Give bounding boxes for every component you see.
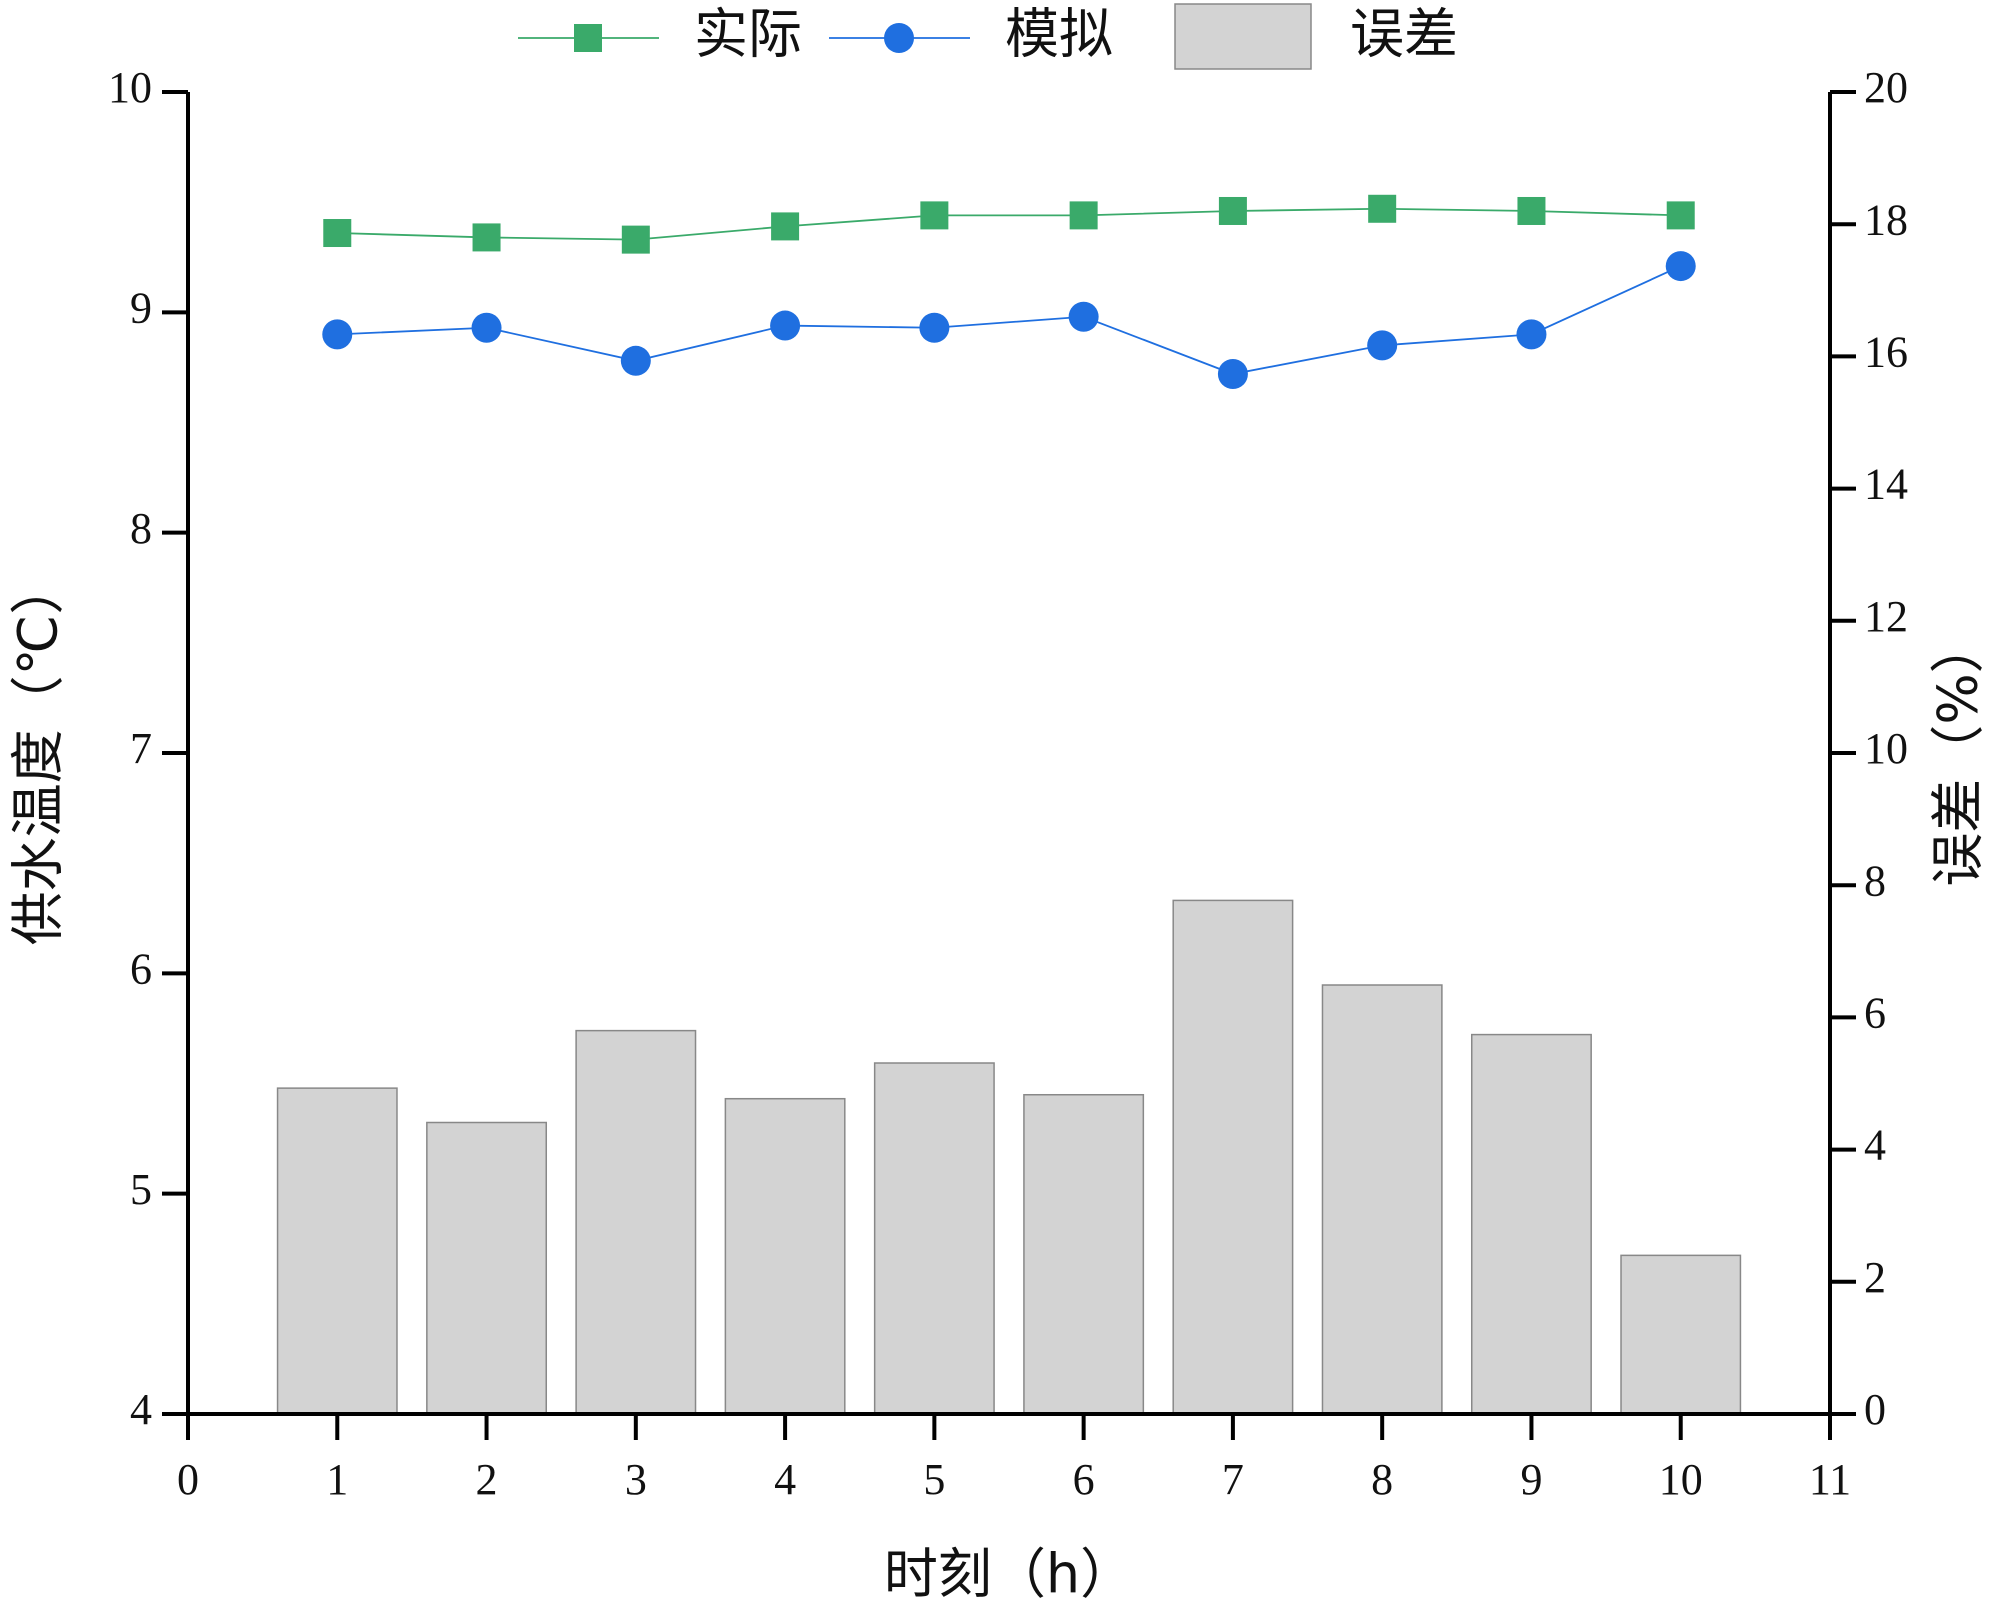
- marker: [919, 312, 950, 343]
- x-tick-label: 8: [1371, 1455, 1393, 1504]
- y2-tick-label: 4: [1864, 1121, 1886, 1170]
- legend-label: 实际: [694, 3, 802, 66]
- marker: [1517, 196, 1546, 225]
- line-layer: [322, 194, 1696, 390]
- marker: [471, 312, 502, 343]
- marker: [1069, 201, 1098, 230]
- legend-label: 模拟: [1005, 3, 1113, 66]
- marker: [620, 345, 651, 376]
- marker: [1666, 201, 1695, 230]
- legend-marker: [884, 23, 914, 53]
- bar: [426, 1121, 548, 1415]
- marker: [1217, 359, 1248, 390]
- x-tick-label: 1: [326, 1455, 348, 1504]
- bar: [873, 1062, 995, 1415]
- x-tick-label: 9: [1520, 1455, 1542, 1504]
- y2-tick-label: 10: [1864, 724, 1908, 773]
- legend-marker: [574, 24, 602, 52]
- y2-tick-label: 8: [1864, 856, 1886, 905]
- legend: 实际 模拟 误差: [518, 3, 1458, 70]
- x-tick-label: 6: [1073, 1455, 1095, 1504]
- marker: [1516, 319, 1547, 350]
- marker: [770, 310, 801, 341]
- y-tick-label: 7: [130, 724, 152, 773]
- y2-tick-label: 14: [1864, 460, 1908, 509]
- marker: [771, 212, 800, 241]
- x-tick-label: 3: [625, 1455, 647, 1504]
- x-tick-label: 2: [476, 1455, 498, 1504]
- y-tick-label: 6: [130, 944, 152, 993]
- marker: [1665, 251, 1696, 282]
- x-axis-title: 时刻（h）: [884, 1543, 1134, 1606]
- bar: [1172, 899, 1294, 1415]
- y2-tick-label: 12: [1864, 592, 1908, 641]
- bar: [1321, 984, 1443, 1415]
- y2-tick-label: 2: [1864, 1253, 1886, 1302]
- x-tick-label: 7: [1222, 1455, 1244, 1504]
- y2-tick-label: 16: [1864, 327, 1908, 376]
- marker: [1068, 301, 1099, 332]
- bar-layer: [276, 899, 1742, 1415]
- y2-tick-label: 18: [1864, 195, 1908, 244]
- y-axis-title: 供水温度（℃）: [7, 561, 70, 946]
- y-tick-label: 10: [108, 63, 152, 112]
- y2-tick-label: 20: [1864, 63, 1908, 112]
- y-tick-label: 9: [130, 283, 152, 332]
- marker: [472, 223, 501, 252]
- bar: [724, 1097, 846, 1415]
- y2-tick-label: 0: [1864, 1385, 1886, 1434]
- marker: [920, 201, 949, 230]
- y-tick-label: 4: [130, 1385, 152, 1434]
- marker: [323, 219, 352, 248]
- marker: [1367, 330, 1398, 361]
- marker: [1368, 194, 1397, 223]
- x-tick-label: 10: [1659, 1455, 1703, 1504]
- legend-swatch: [1174, 3, 1312, 70]
- y-tick-label: 8: [130, 504, 152, 553]
- bar: [276, 1087, 398, 1415]
- y2-axis-title: 误差（%）: [1927, 619, 1990, 886]
- x-tick-label: 0: [177, 1455, 199, 1504]
- y-tick-label: 5: [130, 1165, 152, 1214]
- line: [337, 207, 1681, 241]
- line: [337, 265, 1682, 375]
- bar: [1620, 1254, 1742, 1415]
- x-tick-label: 5: [923, 1455, 945, 1504]
- x-tick-label: 4: [774, 1455, 796, 1504]
- legend-label: 误差: [1350, 3, 1458, 66]
- marker: [621, 225, 650, 254]
- bar: [575, 1029, 697, 1415]
- x-tick-label: 11: [1809, 1455, 1851, 1504]
- bar: [1023, 1093, 1145, 1415]
- marker: [1218, 196, 1247, 225]
- y2-tick-label: 6: [1864, 988, 1886, 1037]
- marker: [322, 319, 353, 350]
- bar: [1470, 1033, 1592, 1415]
